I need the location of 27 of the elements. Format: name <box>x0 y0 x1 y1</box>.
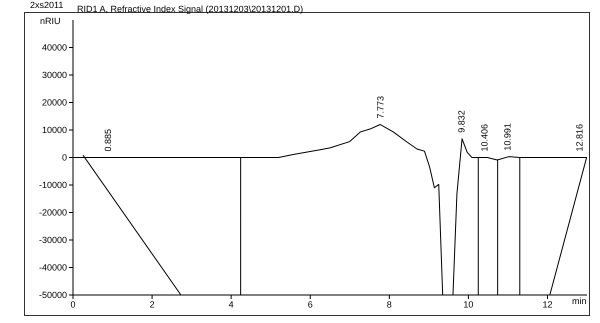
x-tick-label: 8 <box>386 299 392 310</box>
y-tick-label: -40000 <box>38 262 67 273</box>
y-tick-label: -20000 <box>38 208 67 218</box>
y-tick-label: 40000 <box>42 42 67 53</box>
annotation: 9.832 <box>456 110 467 133</box>
annotation: 10.406 <box>479 124 490 152</box>
y-tick-label: -10000 <box>38 180 67 190</box>
y-tick-label: 0 <box>62 152 67 163</box>
x-tick-label: 10 <box>463 299 474 310</box>
y-tick-label: 10000 <box>42 125 67 136</box>
annotation: 12.816 <box>574 124 585 152</box>
x-axis-title: min <box>572 296 587 306</box>
y-axis-title: nRIU <box>40 16 61 26</box>
annotation: 0.885 <box>102 128 113 152</box>
text: 2xs2011 <box>30 0 64 10</box>
x-tick-label: 4 <box>228 299 234 310</box>
y-tick-label: -30000 <box>38 235 67 246</box>
x-tick-label: 0 <box>70 299 76 310</box>
x-tick-label: 2 <box>150 299 155 310</box>
y-tick-label: -50000 <box>38 290 67 300</box>
annotation: 10.991 <box>502 123 513 151</box>
y-tick-label: 20000 <box>42 98 67 108</box>
x-tick-label: 6 <box>308 299 313 310</box>
annotation: 7.773 <box>375 96 386 118</box>
chart-title: RID1 A, Refractive Index Signal (20131203\20131201.D) <box>77 4 304 14</box>
x-tick-label: 12 <box>542 299 552 310</box>
y-tick-label: 30000 <box>42 70 67 80</box>
